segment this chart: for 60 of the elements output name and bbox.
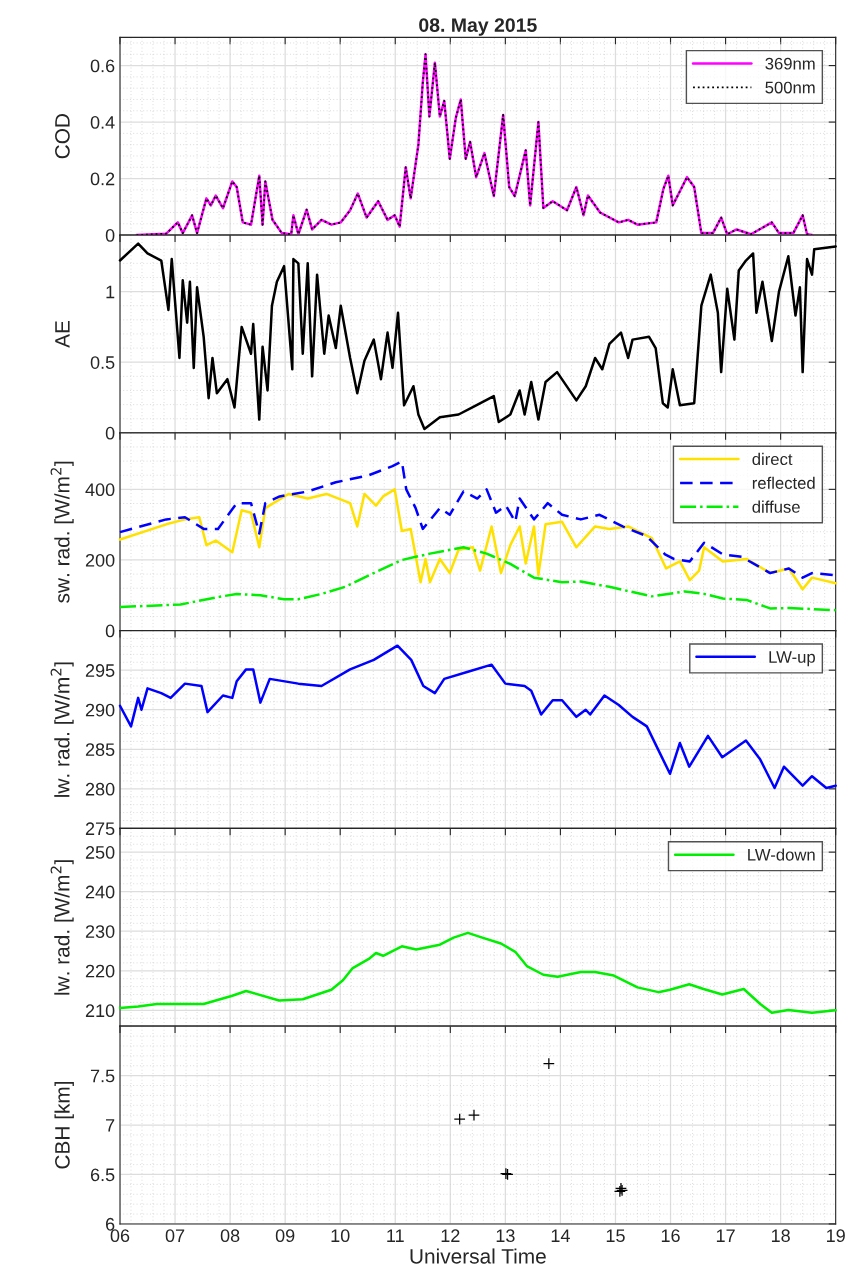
x-tick-label: 09 xyxy=(275,1229,295,1243)
legend-label: LW-down xyxy=(748,848,815,861)
line-series xyxy=(118,488,837,591)
y-tick-label: 275 xyxy=(85,822,115,836)
point xyxy=(467,1109,480,1122)
y-axis-title: CBH [km] xyxy=(54,1081,74,1169)
x-tick-label: 12 xyxy=(441,1229,460,1242)
y-axis-title: lw. rad. [W/m$^{2}$] xyxy=(50,662,74,797)
y-tick-label: 1 xyxy=(106,285,115,299)
x-tick-label: 15 xyxy=(606,1229,625,1243)
x-tick-label: 08 xyxy=(220,1229,240,1243)
line-series xyxy=(118,931,837,1014)
y-tick-label: 6 xyxy=(106,1217,115,1231)
y-tick-label: 285 xyxy=(85,743,115,757)
y-tick-label: 400 xyxy=(85,483,115,497)
y-tick-label: 210 xyxy=(85,1004,115,1018)
line-series xyxy=(118,644,837,790)
y-tick-label: 0.2 xyxy=(90,172,115,186)
legend-label: 369nm xyxy=(765,57,815,70)
y-axis-title: sw. rad. [W/m$^{2}$] xyxy=(50,461,74,603)
x-tick-label: 19 xyxy=(827,1229,845,1243)
legend-label: direct xyxy=(752,452,793,466)
x-tick-label: 13 xyxy=(496,1229,515,1243)
y-tick-label: 0 xyxy=(105,229,115,242)
legend-label: 500nm xyxy=(765,81,815,94)
y-tick-label: 0.6 xyxy=(90,59,115,73)
y-axis-title: AE xyxy=(55,320,70,348)
x-axis-title: Universal Time xyxy=(410,1248,546,1264)
point xyxy=(542,1057,555,1070)
y-tick-label: 230 xyxy=(85,925,115,938)
y-tick-label: 280 xyxy=(85,782,115,796)
y-tick-label: 200 xyxy=(85,553,115,567)
y-tick-label: 295 xyxy=(85,664,115,677)
y-tick-label: 6.5 xyxy=(90,1168,115,1182)
line-series xyxy=(118,546,837,612)
y-tick-label: 0.5 xyxy=(90,356,115,369)
y-tick-label: 0 xyxy=(105,624,115,638)
y-tick-label: 7.5 xyxy=(90,1069,115,1083)
x-tick-label: 16 xyxy=(661,1229,680,1243)
y-tick-label: 240 xyxy=(85,885,115,899)
x-tick-label: 17 xyxy=(716,1229,735,1242)
x-tick-label: 14 xyxy=(551,1229,570,1242)
x-tick-label: 10 xyxy=(331,1229,350,1243)
legend-label: reflected xyxy=(752,476,815,489)
y-tick-label: 220 xyxy=(85,964,115,978)
x-tick-label: 06 xyxy=(110,1229,130,1243)
y-tick-label: 250 xyxy=(85,846,115,859)
x-tick-label: 18 xyxy=(771,1229,790,1243)
y-axis-title: lw. rad. [W/m$^{2}$] xyxy=(50,860,74,995)
y-axis-title: COD xyxy=(55,114,70,159)
x-tick-label: 11 xyxy=(387,1229,404,1242)
x-tick-label: 07 xyxy=(165,1229,185,1243)
legend-label: LW-up xyxy=(769,651,815,667)
y-tick-label: 290 xyxy=(85,703,115,717)
chart-title: 08. May 2015 xyxy=(419,18,537,36)
y-tick-label: 0 xyxy=(105,426,115,440)
legend-label: diffuse xyxy=(752,500,800,513)
point xyxy=(453,1113,466,1126)
y-tick-label: 7 xyxy=(106,1119,115,1132)
y-tick-label: 0.4 xyxy=(90,116,115,129)
